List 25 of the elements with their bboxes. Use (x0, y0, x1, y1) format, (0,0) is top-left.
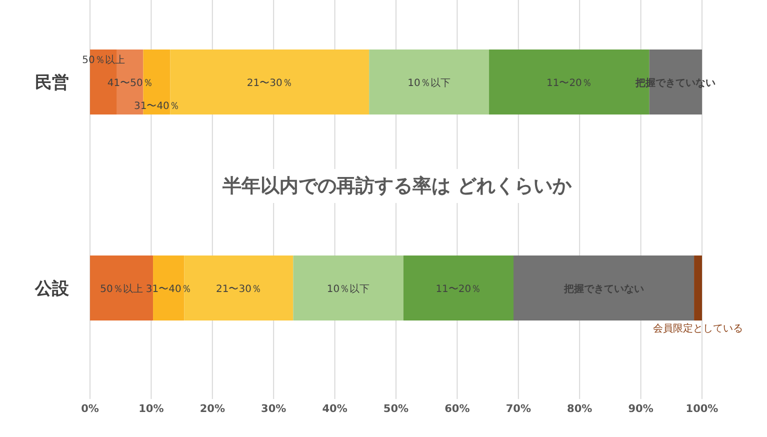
text: 11〜20％ (436, 284, 482, 295)
y-tick-label: 民営 (35, 73, 69, 93)
x-tick-label: 100% (686, 403, 719, 415)
x-tick-label: 30% (261, 403, 287, 415)
x-tick-label: 50% (383, 403, 410, 415)
x-tick-label: 60% (444, 403, 470, 415)
text: 半年以内での再訪する率は どれくらいか (222, 175, 572, 197)
x-tick-label: 10% (138, 403, 164, 415)
x-tick-label: 70% (506, 403, 532, 415)
text: 21〜30％ (216, 284, 262, 295)
x-tick-label: 40% (322, 403, 348, 415)
series-label: 10％以下 (408, 77, 450, 89)
series-label: 11〜20％ (546, 78, 592, 89)
x-tick-label: 0% (81, 403, 100, 415)
series-label: 31〜40％ (146, 284, 192, 295)
y-tick-label: 公設 (34, 279, 70, 299)
series-label: 会員限定としている (653, 322, 744, 334)
series-label: 21〜30％ (246, 78, 292, 89)
series-label: 41〜50％ (107, 78, 153, 89)
x-tick-label: 80% (567, 403, 593, 415)
text: 50％以上 (100, 284, 143, 295)
text: 10％以下 (326, 284, 370, 295)
text: 31〜40％ (134, 101, 180, 112)
x-tick-label: 90% (628, 403, 654, 415)
x-tick-label: 20% (200, 403, 226, 415)
